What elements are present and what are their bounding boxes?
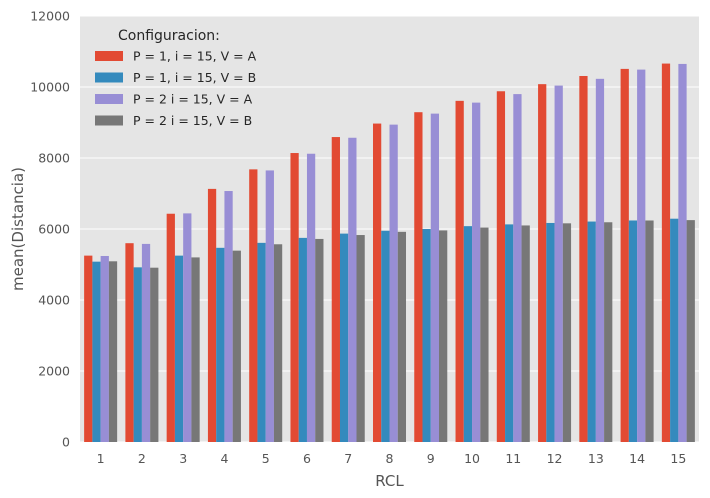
bar (372, 123, 382, 442)
bar (513, 94, 522, 442)
legend-entry: P = 1, i = 15, V = A (133, 49, 257, 64)
x-tick-label: 9 (427, 451, 435, 466)
bar (554, 85, 563, 442)
bar (595, 78, 605, 443)
bar (472, 102, 481, 443)
bar (637, 69, 646, 442)
bar (463, 226, 473, 442)
legend-swatch (95, 72, 123, 83)
legend-swatch (95, 94, 123, 104)
y-axis-label: mean(Distancia) (9, 167, 27, 291)
y-tick-label: 12000 (30, 9, 70, 24)
x-tick-label: 11 (505, 451, 521, 466)
x-tick-label: 15 (670, 451, 686, 466)
bar (496, 91, 506, 442)
bar (290, 153, 299, 442)
bar (579, 75, 588, 443)
x-tick-labels: 1 2 3 4 5 6 7 8 9 10 11 12 13 14 15 (97, 451, 687, 466)
y-tick-labels: 0 2000 4000 6000 8000 10000 12000 (30, 9, 70, 450)
bar (381, 230, 390, 442)
legend: Configuracion: P = 1, i = 15, V = A P = 1… (95, 28, 257, 128)
legend-entry: P = 1, i = 15, V = B (133, 70, 256, 85)
bar (224, 191, 233, 442)
bar (439, 230, 448, 442)
bar (191, 257, 200, 442)
bars (84, 63, 695, 443)
bar (232, 250, 241, 442)
legend-entry: P = 2 i = 15, V = B (133, 113, 252, 128)
y-tick-label: 10000 (30, 80, 70, 95)
bar (108, 261, 118, 442)
y-tick-label: 8000 (38, 151, 70, 166)
bar (298, 237, 307, 442)
bar (257, 242, 266, 442)
bar (306, 153, 316, 443)
bar (207, 188, 217, 442)
x-tick-label: 5 (262, 451, 270, 466)
x-tick-label: 10 (464, 451, 480, 466)
bar (645, 220, 654, 442)
bar (521, 225, 530, 442)
y-tick-label: 0 (62, 435, 70, 450)
bar (273, 244, 283, 442)
bar (249, 169, 258, 443)
bar (125, 243, 134, 442)
x-tick-label: 7 (344, 451, 352, 466)
bar (183, 213, 192, 442)
bar (348, 137, 357, 442)
legend-title: Configuracion: (118, 28, 220, 44)
x-axis-label: RCL (375, 472, 404, 490)
bar (422, 229, 431, 442)
legend-swatch (95, 115, 123, 126)
bar (430, 113, 440, 442)
bar (339, 233, 349, 442)
bar (100, 255, 109, 442)
bar (661, 63, 671, 442)
bar (538, 84, 547, 442)
bar (166, 213, 175, 442)
x-tick-label: 13 (588, 451, 604, 466)
x-tick-label: 8 (386, 451, 394, 466)
bar (670, 218, 679, 442)
bar (174, 255, 184, 442)
bar (265, 170, 274, 443)
x-tick-label: 1 (97, 451, 105, 466)
bar (686, 220, 695, 442)
x-tick-label: 2 (138, 451, 146, 466)
bar (356, 235, 365, 442)
x-tick-label: 6 (303, 451, 311, 466)
bar (414, 112, 423, 442)
bar (133, 267, 142, 442)
x-tick-label: 14 (629, 451, 645, 466)
bar (546, 222, 555, 442)
bar (480, 227, 489, 442)
bar (505, 224, 514, 442)
x-tick-label: 3 (179, 451, 187, 466)
bar (397, 231, 407, 442)
y-tick-label: 4000 (38, 293, 70, 308)
bar (562, 223, 572, 442)
y-tick-label: 6000 (38, 222, 70, 237)
bar (620, 68, 629, 443)
bar (84, 255, 93, 442)
legend-entry: P = 2 i = 15, V = A (133, 92, 253, 107)
bar (604, 222, 613, 442)
x-tick-label: 12 (547, 451, 563, 466)
bar (315, 238, 324, 442)
x-tick-label: 4 (220, 451, 228, 466)
bar (216, 247, 225, 442)
y-tick-label: 2000 (38, 364, 70, 379)
bar (628, 220, 638, 442)
bar (455, 100, 464, 442)
bar (587, 221, 596, 442)
legend-swatch (95, 51, 123, 61)
bar (678, 63, 687, 443)
bar (141, 243, 151, 442)
bar (331, 137, 340, 442)
bar (389, 124, 398, 442)
bar (150, 267, 159, 442)
bar (92, 261, 101, 442)
